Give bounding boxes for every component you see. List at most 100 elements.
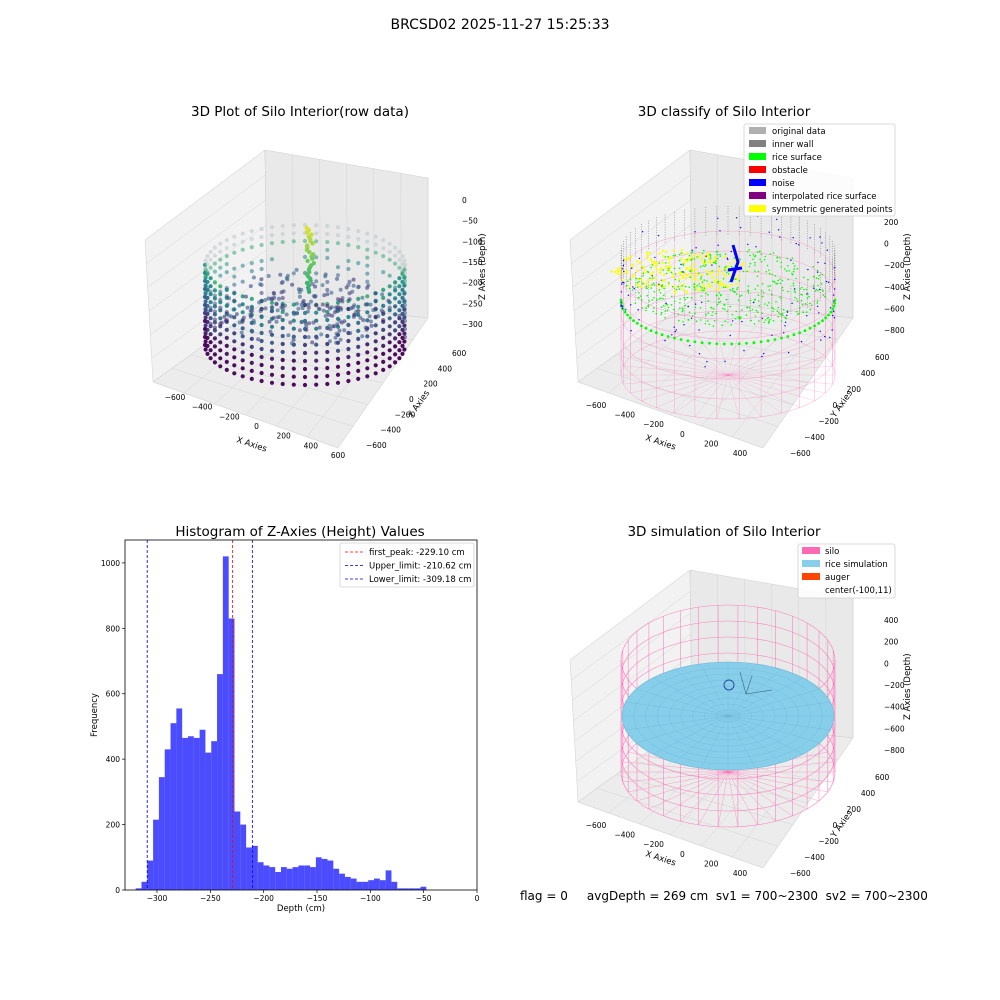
data-point: [208, 321, 213, 326]
histogram-bar: [164, 749, 171, 890]
rice-surface-point: [737, 299, 740, 302]
data-point: [225, 302, 230, 307]
data-point: [322, 293, 327, 298]
histogram-bar: [385, 870, 392, 890]
panel1-z-label: Z Axies (Depth): [478, 233, 488, 300]
rice-surface-point: [701, 281, 704, 283]
generated-point: [681, 288, 684, 291]
noise-point: [807, 268, 809, 271]
generated-point: [645, 282, 648, 286]
noise-point: [809, 237, 811, 239]
noise-point: [621, 307, 623, 310]
rice-surface-point: [701, 287, 703, 289]
noise-point: [623, 282, 625, 284]
generated-point: [681, 274, 685, 278]
generated-point: [736, 277, 739, 281]
data-point: [202, 342, 208, 348]
rice-surface-point: [752, 258, 754, 261]
data-point: [232, 250, 237, 255]
panel2-x-label: X Axies: [644, 433, 677, 452]
z-tick-label: −600: [884, 724, 905, 733]
data-point: [218, 241, 223, 246]
data-point: [347, 291, 352, 296]
rice-surface-point: [749, 299, 752, 302]
y-tick-label: 400: [106, 755, 121, 764]
data-point: [240, 326, 245, 331]
silo-spoke: [727, 771, 758, 826]
grid-line: [291, 154, 295, 304]
x-tick-label: 200: [277, 432, 292, 441]
histogram-bar: [147, 860, 154, 890]
rice-surface-point: [703, 249, 705, 252]
generated-point: [643, 268, 646, 272]
data-point: [291, 334, 296, 339]
noise-point: [671, 334, 673, 336]
rice-surface-point: [763, 321, 765, 324]
rice-surface-point: [663, 287, 665, 290]
rice-surface-point: [649, 277, 651, 280]
rice-surface-point: [735, 293, 738, 295]
rice-surface-point: [731, 289, 734, 292]
grid-line: [264, 149, 268, 301]
data-point: [393, 280, 398, 285]
data-point: [347, 279, 352, 284]
data-point: [240, 231, 245, 236]
rice-mesh-spoke: [727, 688, 820, 717]
generated-point: [715, 278, 718, 282]
grid-line: [337, 317, 429, 449]
data-point: [240, 320, 245, 324]
panel2-x-ticks: −600 −400 −200 0 200 400: [586, 401, 748, 458]
rice-surface-point: [684, 285, 687, 288]
rice-surface-point: [724, 320, 726, 323]
data-point: [266, 296, 271, 301]
generated-point: [658, 268, 662, 272]
panel4-x-label: X Axies: [644, 849, 677, 868]
rice-surface-point: [792, 333, 796, 337]
rice-surface-point: [718, 297, 720, 300]
rice-surface-point: [777, 306, 780, 309]
rice-surface-point: [698, 272, 700, 275]
data-point: [346, 354, 351, 360]
silo-spoke: [727, 771, 776, 822]
noise-point: [795, 242, 797, 245]
data-point: [332, 310, 337, 315]
data-point: [212, 253, 217, 258]
generated-point: [656, 263, 659, 266]
data-point: [376, 314, 381, 319]
data-point: [240, 334, 245, 339]
rice-mesh-spoke: [674, 669, 729, 717]
data-point: [381, 343, 386, 348]
noise-point: [631, 267, 633, 269]
data-point: [314, 350, 319, 355]
generated-point: [645, 256, 649, 260]
generated-point: [719, 280, 722, 283]
data-point: [335, 380, 341, 385]
x-tick-label: −200: [643, 840, 664, 849]
x-tick-label: 0: [475, 894, 480, 903]
generated-point: [672, 275, 675, 279]
data-point: [368, 319, 373, 324]
rice-surface-point: [659, 292, 662, 294]
generated-point: [737, 274, 740, 277]
data-point: [259, 314, 264, 319]
rice-surface-point: [813, 324, 816, 328]
histogram-reference-lines: [146, 540, 253, 890]
generated-point: [625, 271, 628, 274]
rice-mesh-spoke: [727, 715, 804, 755]
rice-surface-point: [688, 311, 691, 314]
rice-surface-point: [738, 279, 741, 282]
data-point: [212, 336, 217, 341]
rice-surface-point: [736, 288, 738, 291]
rice-surface-point: [821, 289, 824, 291]
y-tick-label: −600: [366, 441, 387, 450]
rice-surface-point: [776, 310, 779, 313]
data-point: [328, 306, 332, 311]
data-point: [365, 294, 370, 299]
noise-point: [705, 255, 707, 257]
rice-surface-point: [679, 298, 681, 300]
silo-spoke: [622, 761, 729, 773]
data-point: [314, 231, 319, 236]
data-point: [269, 364, 275, 369]
generated-point: [692, 268, 696, 271]
data-point: [227, 296, 231, 301]
